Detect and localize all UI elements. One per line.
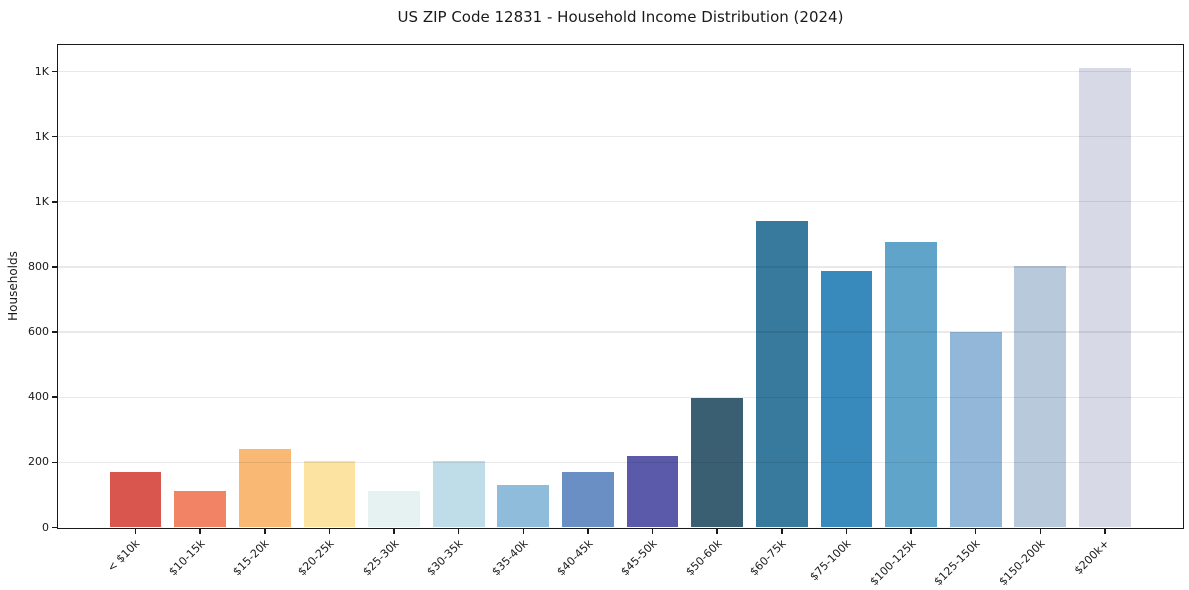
y-tick-mark: [52, 331, 57, 333]
x-tick-label: $30-35k: [424, 536, 466, 578]
y-tick-label: 800: [28, 259, 49, 273]
y-tick-mark: [52, 70, 57, 73]
x-tick-mark: [264, 528, 266, 534]
x-tick-mark: [974, 528, 977, 534]
x-tick-label: $50-60k: [683, 536, 725, 578]
x-tick-mark: [457, 528, 460, 534]
y-tick-label: 0: [42, 520, 49, 534]
x-tick-label: $35-40k: [489, 536, 531, 578]
x-tick-mark: [651, 528, 654, 534]
gridline: [58, 331, 1183, 333]
x-tick-label: $25-30k: [359, 536, 402, 578]
y-tick-mark: [52, 396, 57, 398]
x-tick-label: $60-75k: [747, 536, 790, 578]
x-tick-label: $75-100k: [807, 536, 854, 583]
bar: [1079, 67, 1131, 528]
x-tick-mark: [910, 528, 912, 534]
x-tick-mark: [781, 528, 783, 534]
x-tick-mark: [845, 528, 848, 534]
x-tick-label: $100-125k: [867, 536, 919, 588]
x-tick-label: $45-50k: [618, 536, 660, 578]
x-tick-label: $125-150k: [931, 536, 983, 588]
y-tick-label: 400: [28, 390, 49, 404]
x-tick-label: $40-45k: [553, 536, 596, 578]
y-tick-label: 1K: [34, 64, 49, 78]
y-tick-label: 600: [28, 325, 49, 339]
gridline: [58, 70, 1183, 73]
x-tick-mark: [1039, 528, 1042, 534]
gridline: [58, 396, 1183, 398]
x-tick-label: $150-200k: [996, 536, 1048, 588]
x-tick-mark: [134, 528, 137, 534]
x-tick-label: $15-20k: [230, 536, 273, 578]
bar: [497, 485, 550, 528]
bar: [174, 491, 226, 528]
x-tick-mark: [1104, 528, 1106, 534]
chart-title: US ZIP Code 12831 - Household Income Dis…: [397, 8, 844, 26]
bar: [820, 270, 873, 528]
x-tick-mark: [199, 528, 201, 534]
bar: [562, 472, 614, 528]
bar: [755, 221, 808, 528]
x-tick-mark: [393, 528, 395, 534]
gridline: [58, 461, 1183, 463]
y-tick-mark: [52, 526, 57, 529]
x-tick-mark: [328, 528, 331, 534]
y-tick-mark: [52, 135, 57, 138]
bar: [303, 461, 356, 528]
x-tick-label: $20-25k: [295, 536, 337, 578]
bar: [432, 461, 485, 528]
y-tick-label: 1K: [34, 194, 49, 208]
gridline: [58, 266, 1183, 268]
gridline: [58, 136, 1183, 138]
y-tick-label: 200: [28, 455, 49, 469]
x-tick-label: $200k+: [1072, 536, 1113, 577]
bar: [368, 490, 420, 528]
gridline: [58, 201, 1183, 203]
y-tick-mark: [52, 201, 57, 203]
bar: [626, 455, 679, 528]
y-tick-mark: [52, 266, 57, 268]
y-tick-mark: [52, 461, 57, 464]
bar: [885, 242, 937, 528]
x-tick-mark: [587, 528, 589, 534]
x-tick-mark: [716, 528, 718, 534]
bar: [949, 332, 1002, 528]
x-tick-label: < $10k: [105, 536, 143, 575]
y-tick-label: 1K: [34, 129, 49, 143]
x-tick-mark: [522, 528, 525, 534]
bar: [109, 472, 162, 528]
x-tick-label: $10-15k: [166, 536, 208, 578]
